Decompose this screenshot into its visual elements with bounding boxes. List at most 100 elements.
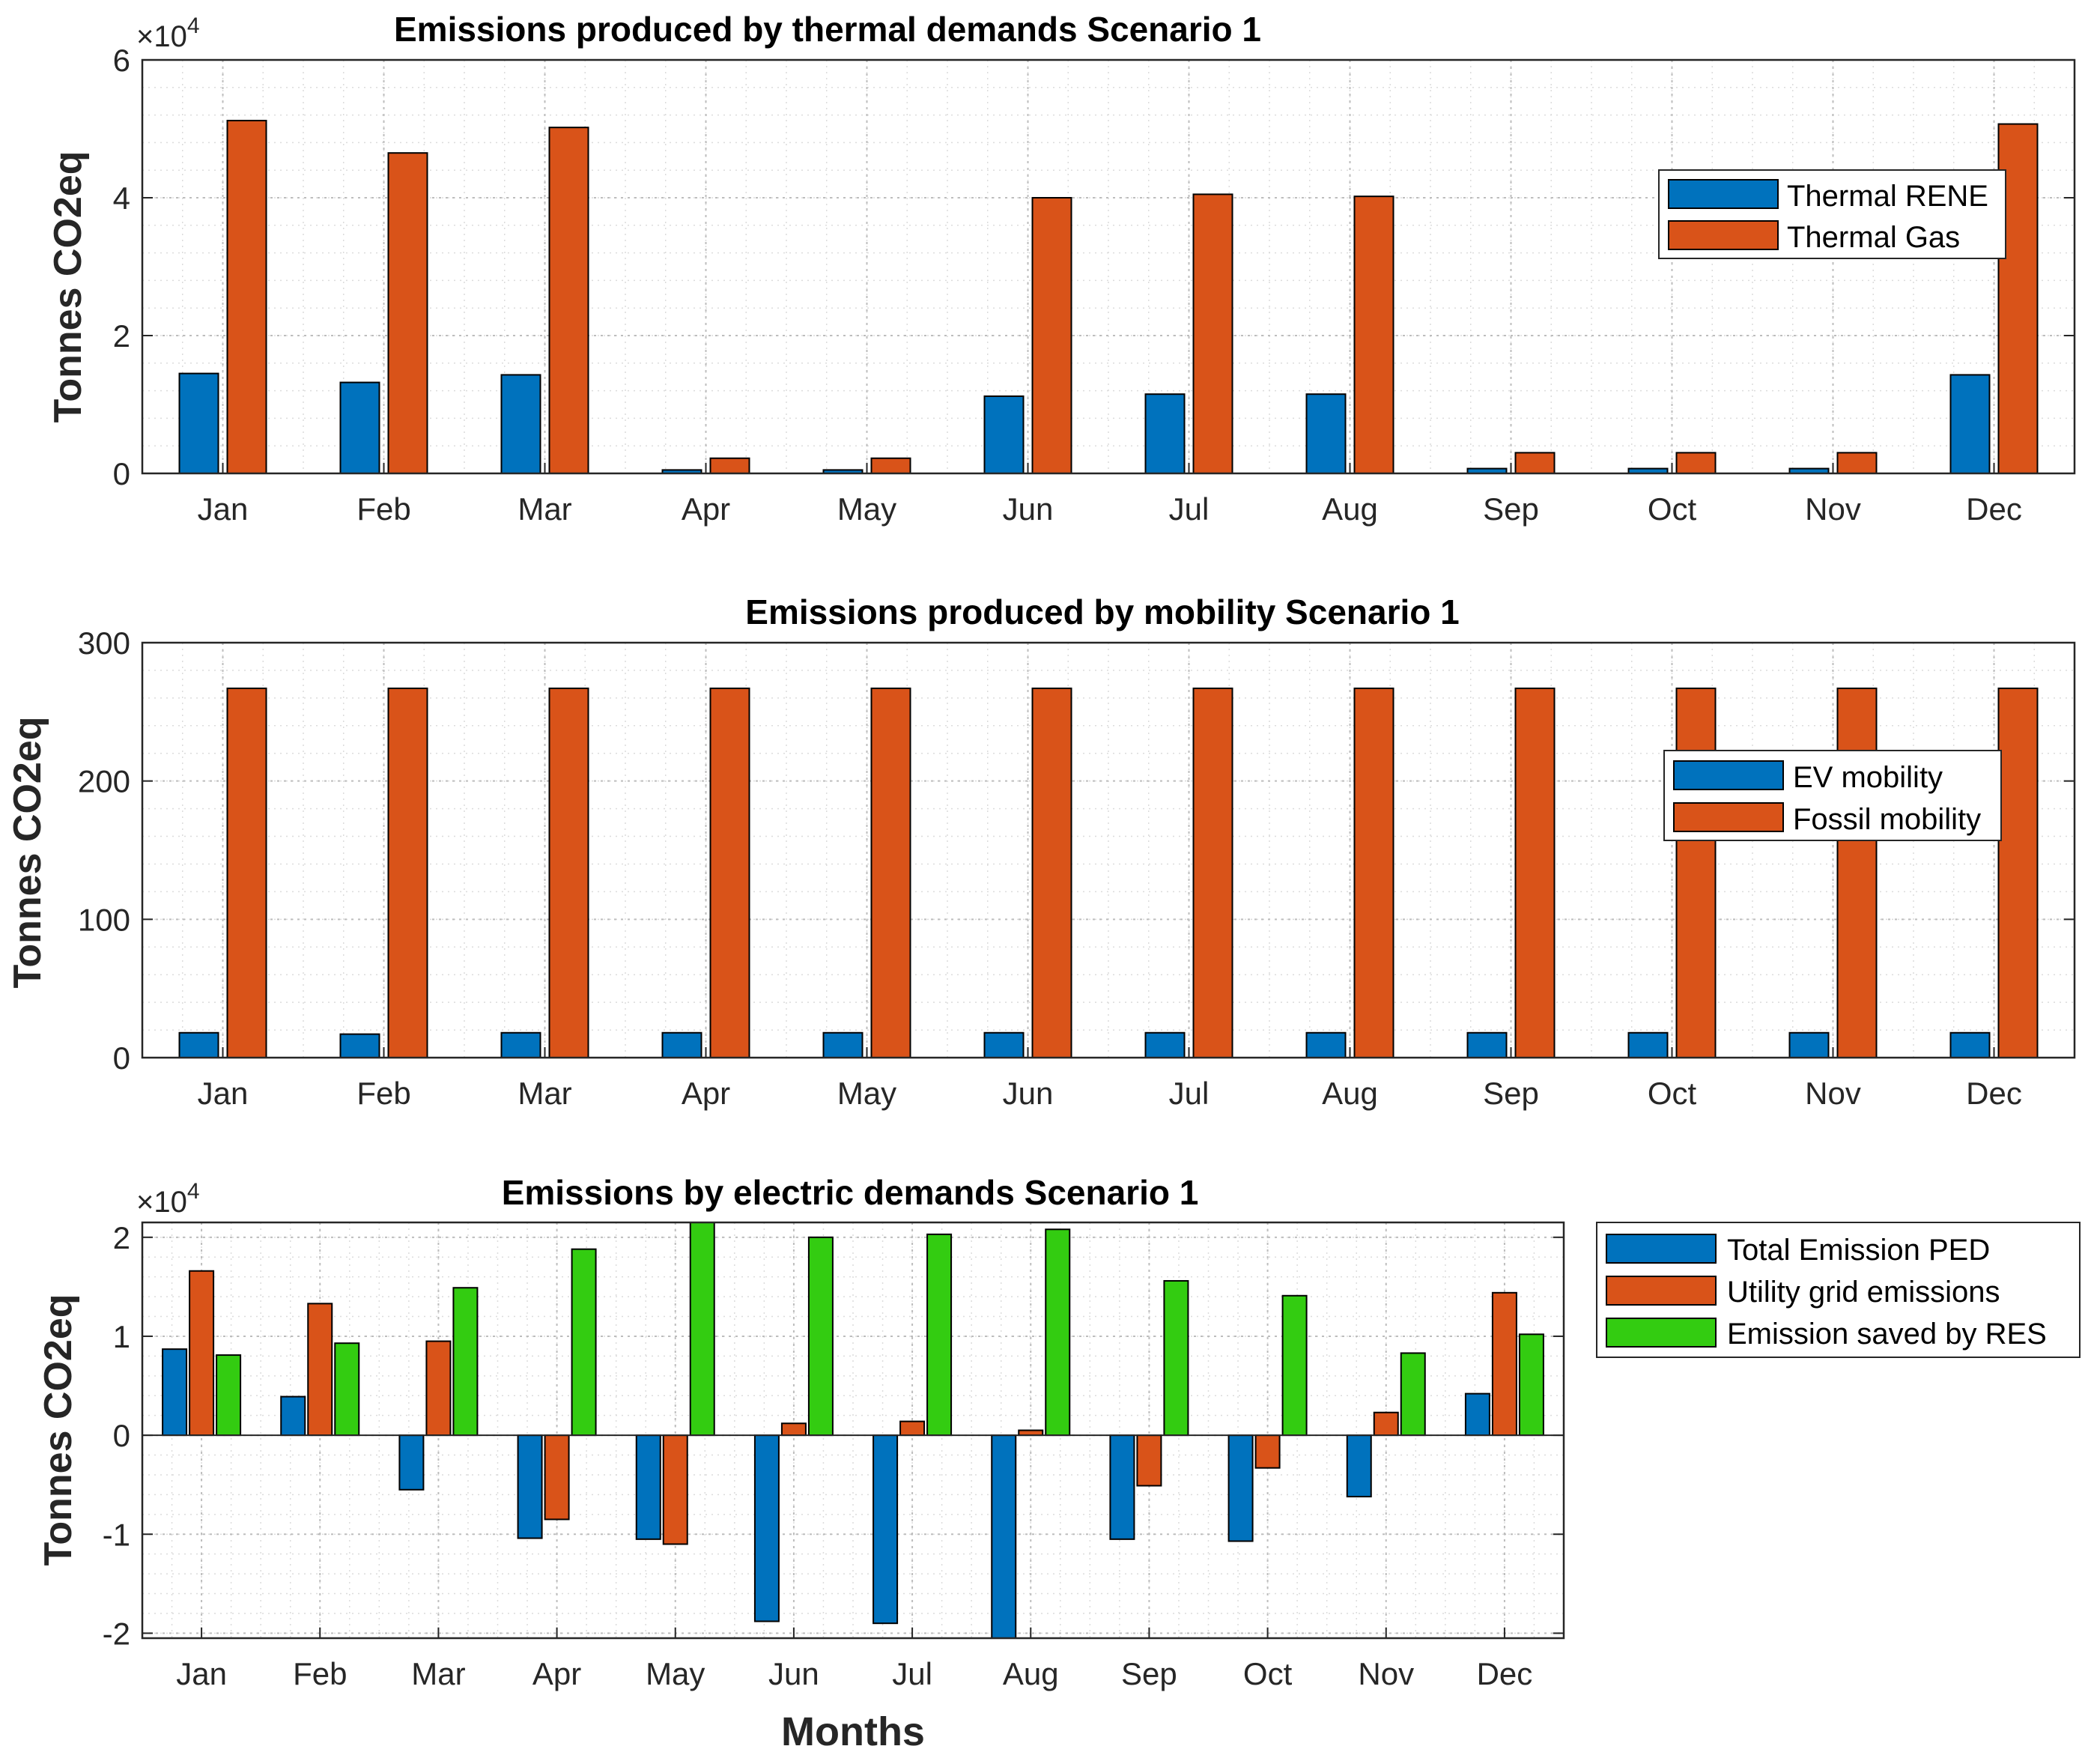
- y-tick-label: 4: [113, 181, 130, 216]
- x-tick-label: Mar: [518, 1076, 571, 1111]
- plot-area: -2 -1 0 1 2 Jan Feb Mar Apr May Jun Jul Aug Sep Oct Nov…: [103, 1220, 1565, 1691]
- bar-fossil-mobility-nov: [1836, 687, 1878, 1058]
- bar-thermal-gas-mar: [548, 127, 589, 474]
- y-tick-label: 0: [113, 1418, 130, 1453]
- chart-title: Emissions produced by mobility Scenario …: [745, 592, 1459, 631]
- chart-electric: Emissions by electric demands Scenario 1…: [37, 1173, 2081, 1754]
- axes-box: [141, 641, 2076, 1059]
- bar-thermal-rene-jun: [983, 395, 1025, 475]
- bar-emission-saved-by-res-feb: [334, 1342, 360, 1437]
- legend-swatch-total-emission-ped: [1606, 1234, 1717, 1264]
- bar-total-emission-ped-aug: [991, 1434, 1017, 1640]
- legend-label-thermal-rene: Thermal RENE: [1787, 180, 1988, 213]
- y-tick-label: -2: [103, 1616, 130, 1651]
- bar-total-emission-ped-dec: [1464, 1392, 1490, 1437]
- x-tick-label: Apr: [532, 1656, 581, 1691]
- bar-fossil-mobility-mar: [548, 687, 589, 1058]
- x-tick-label: Apr: [682, 1076, 730, 1111]
- y-axis-label: Tonnes CO2eq: [37, 1294, 80, 1566]
- legend-swatch-thermal-gas: [1668, 220, 1779, 250]
- x-tick-label: Feb: [356, 491, 410, 527]
- legend-swatch-fossil-mobility: [1673, 802, 1784, 832]
- bar-total-emission-ped-apr: [517, 1434, 543, 1539]
- legend-label-thermal-gas: Thermal Gas: [1787, 221, 1960, 254]
- bar-ev-mobility-apr: [661, 1031, 702, 1059]
- bar-emission-saved-by-res-sep: [1163, 1279, 1189, 1437]
- x-tick-label: Sep: [1483, 1076, 1539, 1111]
- x-tick-label: Mar: [518, 491, 571, 527]
- bar-emission-saved-by-res-oct: [1281, 1294, 1308, 1437]
- y-tick-label: 2: [113, 1220, 130, 1255]
- x-tick-label: Oct: [1243, 1656, 1293, 1691]
- bar-utility-grid-emissions-nov: [1373, 1411, 1399, 1437]
- bar-fossil-mobility-sep: [1514, 687, 1556, 1058]
- chart-mobility: Emissions produced by mobility Scenario …: [6, 592, 2076, 1111]
- bar-emission-saved-by-res-apr: [571, 1248, 597, 1437]
- bar-utility-grid-emissions-jan: [189, 1270, 215, 1437]
- chart-title: Emissions by electric demands Scenario 1: [502, 1173, 1199, 1212]
- bar-ev-mobility-nov: [1788, 1031, 1830, 1059]
- bar-emission-saved-by-res-jul: [926, 1233, 953, 1437]
- legend-label-utility-grid: Utility grid emissions: [1727, 1276, 2000, 1309]
- x-tick-label: Feb: [293, 1656, 347, 1691]
- x-tick-label: Jul: [892, 1656, 932, 1691]
- plot-background: [142, 643, 2075, 1058]
- axis-exponent: ×104: [136, 13, 200, 53]
- bar-ev-mobility-jul: [1144, 1031, 1186, 1059]
- bar-thermal-rene-jan: [178, 372, 219, 474]
- bar-thermal-gas-oct: [1675, 452, 1717, 475]
- plot-area: 0 100 200 300 Jan Feb Mar Apr May Jun Jul Aug Sep Oct…: [78, 625, 2076, 1111]
- bar-emission-saved-by-res-nov: [1400, 1352, 1426, 1437]
- x-tick-label: Sep: [1121, 1656, 1177, 1691]
- bar-ev-mobility-dec: [1949, 1031, 1991, 1059]
- bar-total-emission-ped-jun: [753, 1434, 780, 1622]
- bar-utility-grid-emissions-may: [662, 1434, 688, 1545]
- x-tick-label: May: [837, 1076, 896, 1111]
- legend-label-total-emission-ped: Total Emission PED: [1727, 1234, 1990, 1267]
- legend-swatch-thermal-rene: [1668, 179, 1779, 209]
- plot-area: 0 2 4 6 Jan Feb Mar Apr May Jun Jul Aug Sep Oct Nov Dec: [113, 43, 2076, 527]
- bar-fossil-mobility-may: [870, 687, 911, 1058]
- bar-utility-grid-emissions-mar: [425, 1340, 452, 1437]
- bar-thermal-gas-jul: [1192, 193, 1233, 474]
- bar-emission-saved-by-res-jun: [807, 1236, 834, 1437]
- legend: EV mobility Fossil mobility: [1663, 750, 2002, 841]
- y-tick-label: 200: [78, 764, 130, 799]
- legend-swatch-emission-saved: [1606, 1318, 1717, 1348]
- x-tick-label: Sep: [1483, 491, 1539, 527]
- bar-thermal-gas-sep: [1514, 452, 1556, 475]
- bar-ev-mobility-jun: [983, 1031, 1025, 1059]
- bar-thermal-gas-jun: [1031, 197, 1072, 474]
- plot-background: [142, 1222, 1564, 1638]
- x-tick-label: Aug: [1003, 1656, 1059, 1691]
- bar-utility-grid-emissions-sep: [1136, 1434, 1162, 1487]
- bar-fossil-mobility-oct: [1675, 687, 1717, 1058]
- x-tick-label: Aug: [1322, 1076, 1378, 1111]
- x-tick-label: Jun: [768, 1656, 819, 1691]
- bar-total-emission-ped-jan: [162, 1348, 188, 1437]
- x-tick-label: Mar: [411, 1656, 465, 1691]
- bar-fossil-mobility-dec: [1997, 687, 2039, 1058]
- bar-thermal-rene-dec: [1949, 374, 1991, 474]
- x-tick-label: May: [646, 1656, 705, 1691]
- x-tick-label: Feb: [356, 1076, 410, 1111]
- bar-utility-grid-emissions-feb: [307, 1303, 333, 1437]
- bar-fossil-mobility-apr: [709, 687, 750, 1058]
- chart-thermal: Emissions produced by thermal demands Sc…: [46, 10, 2076, 527]
- bar-total-emission-ped-jul: [872, 1434, 899, 1625]
- x-tick-label: Dec: [1966, 491, 2022, 527]
- x-tick-label: Jan: [198, 1076, 249, 1111]
- legend-label-emission-saved: Emission saved by RES: [1727, 1318, 2047, 1351]
- x-tick-label: Jun: [1003, 491, 1054, 527]
- axes-box: [141, 1221, 1565, 1640]
- bar-ev-mobility-aug: [1305, 1031, 1347, 1059]
- bar-thermal-rene-feb: [339, 381, 380, 474]
- legend-swatch-ev-mobility: [1673, 760, 1784, 790]
- x-tick-label: Jul: [1169, 1076, 1210, 1111]
- axes-box: [141, 58, 2076, 475]
- legend: Thermal RENE Thermal Gas: [1658, 169, 2006, 259]
- bar-utility-grid-emissions-oct: [1254, 1434, 1281, 1469]
- x-tick-label: Jan: [198, 491, 249, 527]
- bar-ev-mobility-oct: [1627, 1031, 1669, 1059]
- bar-ev-mobility-jan: [178, 1031, 219, 1059]
